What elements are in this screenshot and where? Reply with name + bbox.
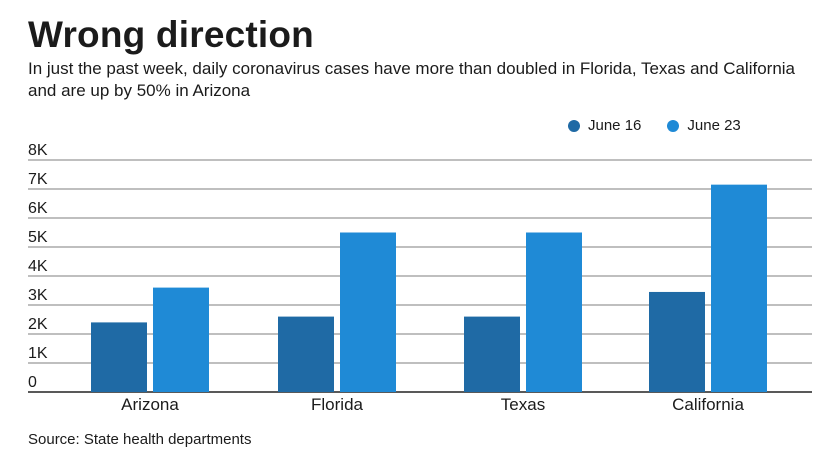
y-tick-label: 4K xyxy=(28,258,48,275)
y-tick-label: 7K xyxy=(28,171,48,188)
bar-arizona-june-23 xyxy=(153,288,209,392)
x-tick-label: California xyxy=(672,395,744,414)
y-tick-label: 3K xyxy=(28,287,48,304)
y-tick-label: 1K xyxy=(28,345,48,362)
x-tick-label: Arizona xyxy=(121,395,179,414)
bar-arizona-june-16 xyxy=(91,322,147,392)
bar-california-june-16 xyxy=(649,292,705,392)
y-tick-label: 5K xyxy=(28,229,48,246)
y-tick-label: 8K xyxy=(28,142,48,159)
y-tick-label: 2K xyxy=(28,316,48,333)
y-tick-label: 0 xyxy=(28,374,37,391)
source-note: Source: State health departments xyxy=(28,431,251,448)
bar-texas-june-16 xyxy=(464,317,520,392)
bar-florida-june-23 xyxy=(340,233,396,393)
bar-florida-june-16 xyxy=(278,317,334,392)
bar-chart: 0 1K 2K 3K 4K 5K 6K 7K 8K Arizona Florida Texas Cali… xyxy=(0,0,840,472)
bar-texas-june-23 xyxy=(526,233,582,393)
bar-california-june-23 xyxy=(711,185,767,392)
y-tick-label: 6K xyxy=(28,200,48,217)
x-tick-label: Florida xyxy=(311,395,364,414)
x-tick-label: Texas xyxy=(501,395,545,414)
